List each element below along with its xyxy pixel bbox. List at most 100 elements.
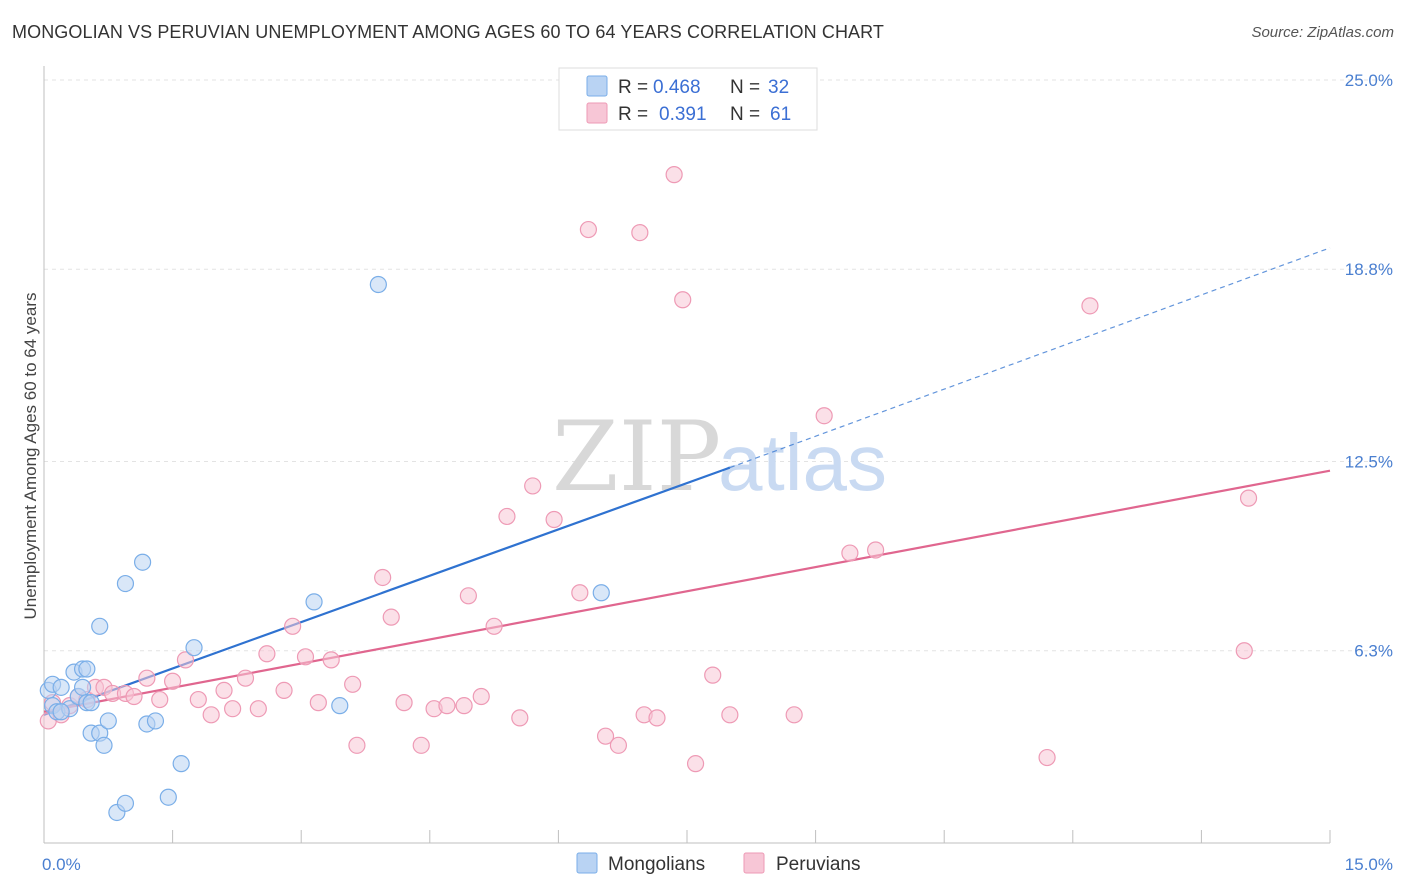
- point-mongolians-16: [95, 736, 113, 754]
- point-mongolians-8: [73, 678, 92, 696]
- point-peruvians-29: [374, 568, 392, 587]
- point-peruvians-50: [665, 166, 683, 184]
- point-peruvians-25: [309, 694, 327, 712]
- point-mongolians-24: [159, 788, 177, 806]
- point-peruvians-30: [382, 608, 400, 626]
- point-peruvians-40: [511, 709, 529, 727]
- point-mongolians-31: [52, 703, 70, 721]
- legend-n-label-mongolians: N =: [730, 77, 760, 98]
- point-peruvians-11: [138, 669, 156, 687]
- legend-r-label-peruvians: R =: [618, 104, 648, 125]
- chart-source: Source: ZipAtlas.com: [1251, 24, 1394, 41]
- point-peruvians-14: [176, 651, 195, 669]
- legend-n-value-peruvians: 61: [770, 104, 791, 125]
- point-peruvians-61: [1235, 642, 1253, 660]
- x-tick-label-max: 15.0%: [1345, 855, 1393, 874]
- point-mongolians-25: [172, 755, 190, 773]
- bottom-legend-label-mongolians: Mongolians: [608, 854, 705, 875]
- point-peruvians-49: [648, 709, 666, 727]
- point-peruvians-53: [704, 666, 722, 684]
- point-peruvians-58: [867, 541, 885, 559]
- y-axis-label: Unemployment Among Ages 60 to 64 years: [21, 293, 40, 620]
- point-peruvians-37: [472, 687, 490, 706]
- point-peruvians-34: [438, 697, 456, 715]
- watermark-atlas: atlas: [718, 418, 887, 507]
- point-peruvians-12: [151, 690, 169, 709]
- data-points: [39, 166, 1258, 822]
- point-peruvians-32: [412, 736, 430, 754]
- legend-swatch-peruvians: [586, 102, 608, 124]
- point-mongolians-15: [91, 617, 109, 635]
- point-peruvians-17: [215, 681, 233, 700]
- point-peruvians-42: [545, 510, 563, 529]
- point-peruvians-41: [524, 477, 542, 495]
- point-peruvians-26: [322, 651, 340, 669]
- bottom-legend-swatch-mongolians: [576, 852, 598, 874]
- point-peruvians-39: [498, 507, 516, 526]
- legend-n-label-peruvians: N =: [730, 104, 760, 125]
- point-peruvians-10: [125, 687, 143, 706]
- point-peruvians-44: [579, 220, 598, 239]
- bottom-legend: Mongolians Peruvians: [576, 852, 861, 875]
- point-peruvians-46: [609, 736, 628, 754]
- legend-r-label-mongolians: R =: [618, 77, 648, 98]
- point-peruvians-22: [275, 681, 293, 700]
- legend-r-value-peruvians: 0.391: [659, 104, 707, 125]
- point-mongolians-20: [116, 574, 135, 593]
- point-peruvians-59: [1038, 748, 1056, 767]
- trend-lines: [43, 247, 1331, 716]
- point-peruvians-36: [459, 587, 477, 605]
- legend-n-value-mongolians: 32: [768, 77, 789, 98]
- point-peruvians-54: [721, 706, 739, 724]
- point-peruvians-57: [841, 544, 859, 562]
- point-peruvians-18: [224, 700, 242, 718]
- point-mongolians-19: [116, 794, 135, 812]
- point-peruvians-45: [596, 727, 615, 745]
- point-peruvians-47: [631, 224, 649, 242]
- point-peruvians-31: [395, 694, 413, 712]
- legend-r-value-mongolians: 0.468: [653, 77, 701, 98]
- y-tick-label-0: 6.3%: [1354, 642, 1393, 661]
- chart-title: MONGOLIAN VS PERUVIAN UNEMPLOYMENT AMONG…: [12, 22, 885, 42]
- point-peruvians-56: [815, 407, 833, 425]
- grid-lines: [44, 79, 1393, 652]
- point-mongolians-27: [305, 593, 323, 611]
- point-peruvians-51: [674, 291, 692, 309]
- point-peruvians-38: [485, 617, 503, 635]
- point-mongolians-26: [185, 639, 203, 657]
- top-legend: R = 0.468 N = 32 R = 0.391 N = 61: [558, 67, 818, 131]
- point-mongolians-23: [146, 712, 165, 730]
- point-peruvians-15: [189, 690, 207, 709]
- point-mongolians-29: [369, 275, 387, 294]
- point-peruvians-21: [258, 645, 276, 663]
- point-peruvians-52: [686, 755, 705, 773]
- legend-swatch-mongolians: [586, 75, 608, 97]
- trend-line-mongolians: [43, 466, 731, 716]
- x-ticks: [172, 830, 1331, 843]
- x-tick-label-min: 0.0%: [42, 855, 81, 874]
- y-tick-label-1: 12.5%: [1345, 453, 1393, 472]
- bottom-legend-label-peruvians: Peruvians: [776, 854, 861, 875]
- point-peruvians-35: [455, 697, 473, 715]
- bottom-legend-swatch-peruvians: [743, 852, 765, 874]
- point-peruvians-43: [571, 584, 589, 602]
- trend-line-peruvians: [43, 469, 1331, 713]
- y-tick-label-3: 25.0%: [1345, 71, 1393, 90]
- point-mongolians-11: [78, 660, 96, 678]
- point-peruvians-55: [785, 706, 803, 724]
- point-peruvians-20: [249, 700, 267, 718]
- point-peruvians-28: [348, 736, 366, 754]
- point-peruvians-27: [344, 675, 362, 693]
- y-tick-labels: 6.3% 12.5% 18.8% 25.0%: [1345, 71, 1393, 661]
- point-peruvians-16: [202, 706, 220, 724]
- watermark-zip: ZIP: [552, 401, 721, 513]
- y-tick-label-2: 18.8%: [1345, 260, 1393, 279]
- point-peruvians-23: [284, 617, 302, 635]
- point-mongolians-4: [52, 678, 70, 696]
- point-mongolians-21: [133, 553, 152, 571]
- point-mongolians-17: [99, 712, 117, 730]
- point-peruvians-62: [1239, 489, 1258, 507]
- point-mongolians-30: [592, 584, 610, 602]
- point-peruvians-13: [164, 672, 182, 690]
